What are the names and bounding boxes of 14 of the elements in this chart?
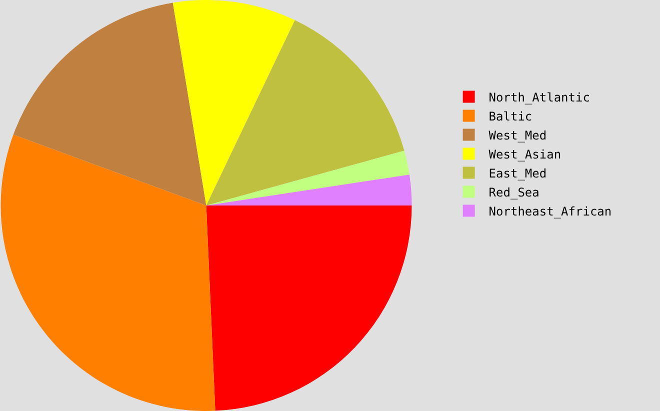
pie-slice [172, 0, 295, 206]
pie-slice [0, 134, 216, 411]
legend-label: Red_Sea [488, 185, 540, 200]
legend-label: North_Atlantic [488, 90, 590, 104]
pie-slice [206, 174, 412, 206]
legend-label: Baltic [488, 109, 532, 124]
legend-label: Northeast_African [488, 204, 612, 218]
pie-slice [206, 150, 410, 206]
legend-label: East_Med [488, 166, 547, 180]
pie-slice [206, 206, 412, 411]
pie-slice [206, 20, 404, 206]
legend-label: West_Asian [488, 147, 562, 162]
legend-label: West_Med [488, 128, 547, 142]
pie-slice [13, 2, 206, 206]
